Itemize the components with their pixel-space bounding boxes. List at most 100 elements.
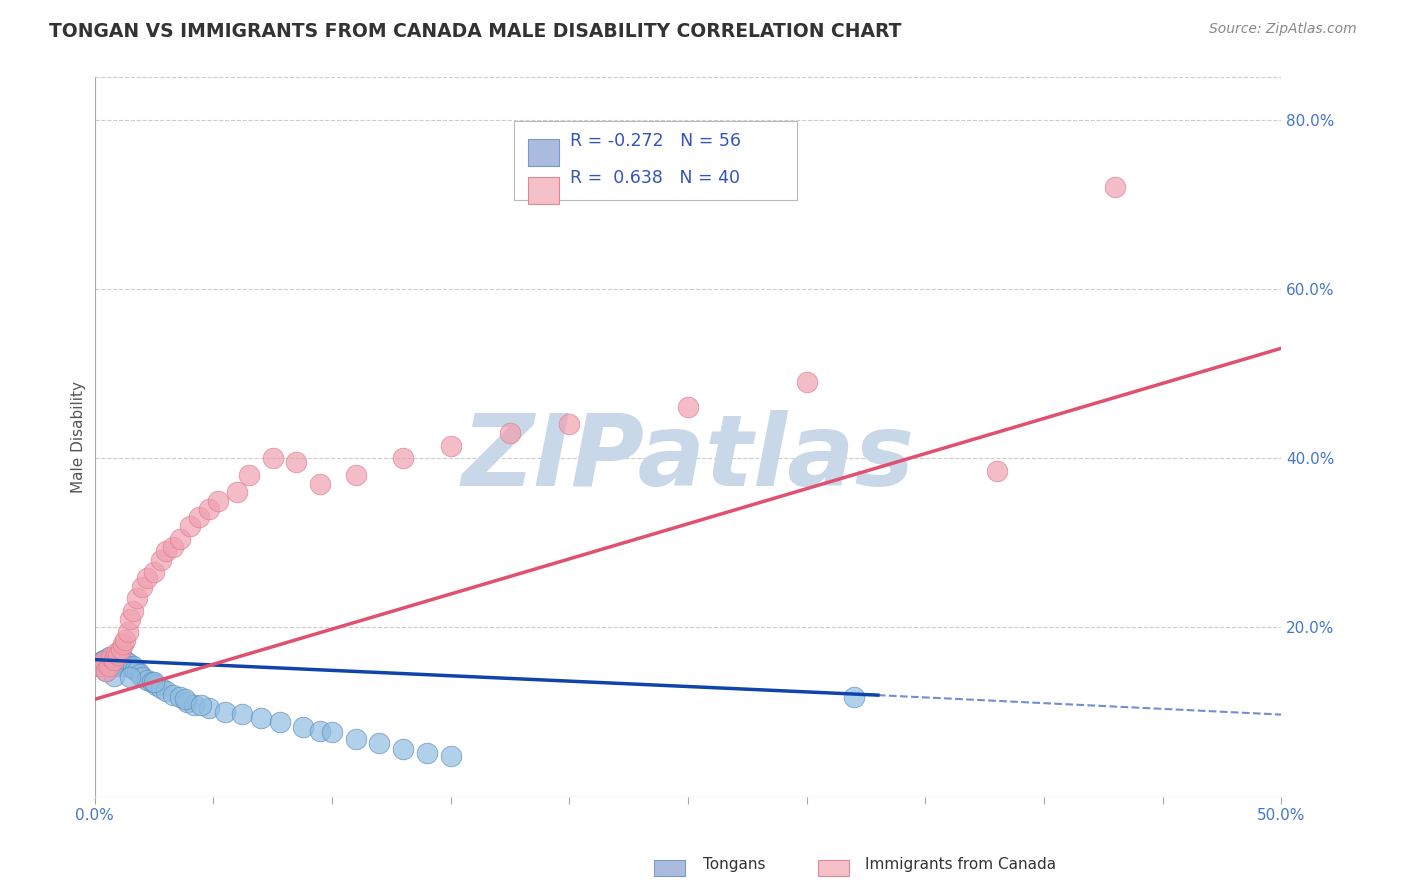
- Point: [162, 688, 184, 702]
- Point: [121, 603, 143, 617]
- Point: [110, 656, 132, 670]
- Point: [112, 656, 135, 670]
- Point: [142, 675, 165, 690]
- Point: [796, 375, 818, 389]
- Point: [124, 663, 146, 677]
- Point: [558, 417, 581, 432]
- Point: [226, 485, 249, 500]
- Point: [150, 553, 173, 567]
- Point: [120, 612, 142, 626]
- Point: [112, 637, 135, 651]
- Point: [96, 665, 118, 679]
- Point: [188, 510, 211, 524]
- Point: [103, 658, 125, 673]
- Point: [499, 425, 522, 440]
- Point: [135, 571, 157, 585]
- Point: [104, 656, 127, 670]
- Point: [110, 652, 132, 666]
- Point: [100, 650, 122, 665]
- Point: [117, 656, 139, 670]
- Point: [93, 652, 115, 666]
- Point: [100, 656, 122, 670]
- Point: [103, 668, 125, 682]
- Point: [344, 732, 367, 747]
- Point: [90, 654, 112, 668]
- Point: [344, 468, 367, 483]
- Point: [114, 633, 136, 648]
- Point: [238, 468, 260, 483]
- Point: [269, 715, 291, 730]
- Point: [96, 665, 118, 679]
- Point: [121, 658, 143, 673]
- Point: [97, 658, 120, 673]
- Point: [309, 476, 332, 491]
- Point: [392, 742, 415, 756]
- Point: [145, 678, 167, 692]
- Point: [392, 451, 415, 466]
- Text: ZIPatlas: ZIPatlas: [461, 410, 914, 508]
- Point: [309, 723, 332, 738]
- Point: [986, 464, 1008, 478]
- Point: [131, 669, 153, 683]
- Point: [368, 736, 391, 750]
- Point: [1104, 180, 1126, 194]
- Point: [162, 540, 184, 554]
- Point: [416, 746, 439, 760]
- Point: [141, 675, 163, 690]
- Point: [96, 656, 118, 670]
- Point: [676, 401, 699, 415]
- Point: [93, 654, 115, 668]
- Point: [190, 698, 212, 713]
- Point: [117, 658, 139, 673]
- Point: [97, 658, 120, 673]
- Point: [169, 690, 191, 704]
- Point: [176, 695, 198, 709]
- Point: [107, 658, 129, 673]
- Point: [292, 720, 315, 734]
- Point: [155, 684, 177, 698]
- Point: [107, 654, 129, 668]
- Point: [155, 544, 177, 558]
- Point: [249, 711, 271, 725]
- Point: [114, 654, 136, 668]
- Text: R =  0.638   N = 40: R = 0.638 N = 40: [569, 169, 740, 186]
- Point: [120, 660, 142, 674]
- Text: Immigrants from Canada: Immigrants from Canada: [865, 857, 1056, 872]
- Point: [150, 681, 173, 696]
- Point: [89, 658, 111, 673]
- Point: [262, 451, 284, 466]
- Point: [121, 661, 143, 675]
- Text: Source: ZipAtlas.com: Source: ZipAtlas.com: [1209, 22, 1357, 37]
- Point: [127, 591, 149, 605]
- Point: [103, 652, 125, 666]
- Point: [114, 658, 136, 673]
- Point: [179, 519, 201, 533]
- Point: [842, 690, 865, 704]
- Point: [110, 641, 132, 656]
- Point: [135, 673, 157, 687]
- Point: [120, 669, 142, 683]
- Point: [285, 455, 308, 469]
- Point: [231, 706, 253, 721]
- Point: [207, 493, 229, 508]
- Point: [100, 652, 122, 666]
- Point: [197, 701, 219, 715]
- Point: [97, 650, 120, 665]
- Point: [439, 749, 461, 764]
- Y-axis label: Male Disability: Male Disability: [72, 381, 86, 493]
- Point: [89, 658, 111, 673]
- Point: [128, 667, 150, 681]
- Point: [183, 698, 205, 713]
- Point: [104, 654, 127, 668]
- Text: Tongans: Tongans: [703, 857, 765, 872]
- Point: [439, 438, 461, 452]
- Text: TONGAN VS IMMIGRANTS FROM CANADA MALE DISABILITY CORRELATION CHART: TONGAN VS IMMIGRANTS FROM CANADA MALE DI…: [49, 22, 901, 41]
- Point: [117, 624, 139, 639]
- Point: [169, 532, 191, 546]
- Point: [107, 648, 129, 662]
- Point: [104, 646, 127, 660]
- Point: [214, 705, 236, 719]
- Point: [131, 580, 153, 594]
- Text: R = -0.272   N = 56: R = -0.272 N = 56: [569, 131, 741, 150]
- Point: [321, 725, 343, 739]
